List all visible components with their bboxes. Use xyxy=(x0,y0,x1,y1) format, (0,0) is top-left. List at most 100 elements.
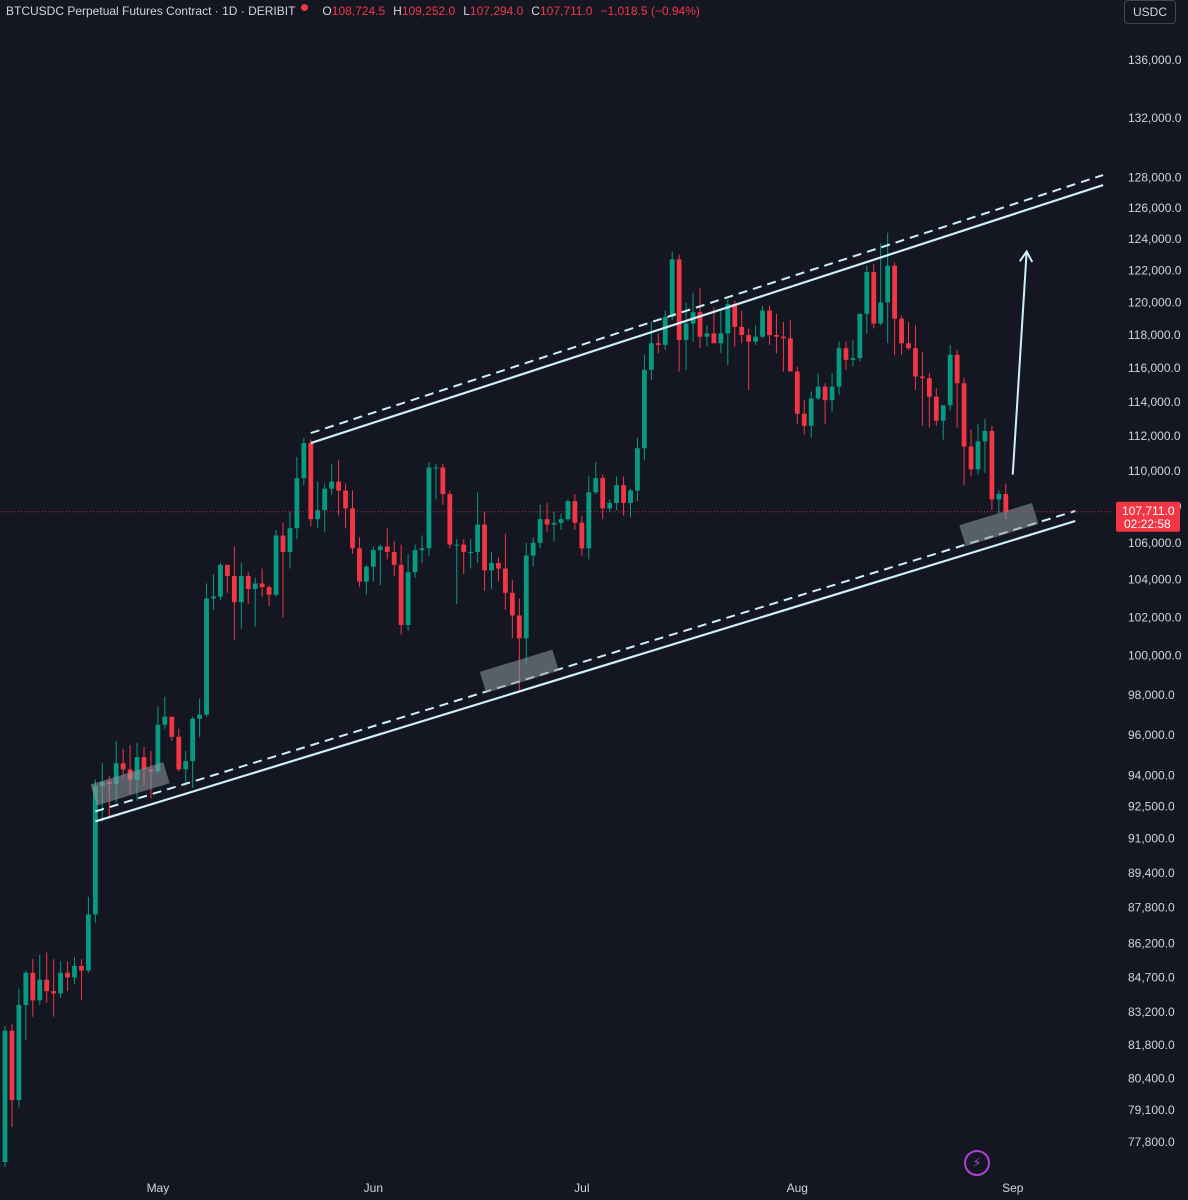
candle xyxy=(322,483,328,532)
time-axis-labels: May Jun Jul Aug Sep xyxy=(147,1181,1024,1195)
candle-body xyxy=(370,550,376,567)
time-tick-label: Sep xyxy=(1002,1181,1024,1195)
support-zone[interactable] xyxy=(90,762,170,806)
candle-body xyxy=(954,354,960,384)
candle xyxy=(336,460,341,516)
candle-body xyxy=(398,564,404,625)
candle xyxy=(65,961,70,992)
candle-body xyxy=(204,598,209,715)
currency-button[interactable]: USDC xyxy=(1123,0,1176,24)
candle-body xyxy=(774,335,779,337)
candle xyxy=(2,1026,8,1168)
candle xyxy=(308,439,314,527)
candle xyxy=(857,313,863,362)
candle xyxy=(600,474,606,520)
channel-annotations[interactable] xyxy=(90,174,1104,823)
candle xyxy=(683,302,689,370)
candle xyxy=(218,563,223,601)
candle-body xyxy=(551,522,557,525)
candle-body xyxy=(503,568,508,593)
candle-body xyxy=(419,548,425,551)
candle-body xyxy=(718,333,724,344)
candle-body xyxy=(523,555,529,639)
price-tick-label: 81,800.0 xyxy=(1128,1038,1175,1052)
price-tick-label: 77,800.0 xyxy=(1128,1135,1175,1149)
candle-body xyxy=(947,354,953,406)
price-tick-label: 116,000.0 xyxy=(1128,361,1181,375)
candle xyxy=(266,585,272,606)
price-tick-label: 136,000.0 xyxy=(1128,53,1182,67)
candle-body xyxy=(593,478,599,493)
candle-body xyxy=(711,333,717,344)
time-tick-label: Aug xyxy=(787,1181,808,1195)
candle-body xyxy=(781,336,786,339)
candle-body xyxy=(475,524,480,552)
candle xyxy=(412,544,418,578)
candle-body xyxy=(544,519,550,525)
candle xyxy=(398,544,404,635)
candle-body xyxy=(287,528,293,552)
candle-body xyxy=(162,716,168,725)
candle-body xyxy=(926,378,932,397)
candle xyxy=(746,328,752,390)
candle xyxy=(252,577,258,627)
lower-channel-line[interactable] xyxy=(95,519,1076,823)
upper-channel-line[interactable] xyxy=(310,183,1104,445)
candle-body xyxy=(176,736,182,770)
candle-body xyxy=(628,490,633,504)
candle xyxy=(9,1023,15,1128)
candle-body xyxy=(405,572,411,625)
candle xyxy=(357,537,362,588)
projection-arrow-head[interactable] xyxy=(1018,249,1034,263)
candle xyxy=(628,488,633,518)
candle-body xyxy=(940,405,946,421)
candle xyxy=(676,254,682,372)
candle xyxy=(774,313,779,354)
candle-body xyxy=(322,488,328,511)
candle-body xyxy=(704,333,710,337)
lower-channel-dashed-line[interactable] xyxy=(95,510,1076,813)
candle xyxy=(51,959,57,1017)
lightning-icon[interactable]: ⚡ xyxy=(964,1150,990,1176)
price-tick-label: 126,000.0 xyxy=(1128,201,1182,215)
candle-body xyxy=(996,494,1002,500)
price-tick-label: 132,000.0 xyxy=(1128,111,1182,125)
candle-body xyxy=(906,343,911,349)
price-tick-label: 120,000.0 xyxy=(1128,295,1182,309)
candle xyxy=(225,564,230,593)
candle xyxy=(370,546,376,582)
candle xyxy=(37,954,43,1006)
candle xyxy=(642,354,647,461)
change-value: −1,018.5 (−0.94%) xyxy=(600,4,700,18)
candle xyxy=(794,366,800,425)
upper-channel-dashed-line[interactable] xyxy=(310,174,1104,435)
candle xyxy=(169,716,175,741)
projection-arrow-shaft[interactable] xyxy=(1011,251,1028,475)
candle-body xyxy=(343,490,348,509)
candle-body xyxy=(732,304,738,327)
candle-body xyxy=(141,757,147,770)
price-tick-label: 89,400.0 xyxy=(1128,866,1175,880)
candle xyxy=(801,400,807,435)
candle-body xyxy=(30,972,36,1001)
candle xyxy=(197,698,202,737)
candle-body xyxy=(336,481,341,491)
candle xyxy=(183,750,189,786)
time-tick-label: Jul xyxy=(574,1181,589,1195)
candle-body xyxy=(808,398,814,426)
candle-body xyxy=(273,535,279,595)
candle-body xyxy=(648,343,654,370)
price-tick-label: 92,500.0 xyxy=(1128,800,1175,814)
candle-body xyxy=(642,369,647,449)
candle xyxy=(468,539,474,569)
symbol-title[interactable]: BTCUSDC Perpetual Futures Contract · 1D … xyxy=(6,4,296,18)
candle xyxy=(989,425,995,511)
candle xyxy=(364,564,369,595)
low-label: L xyxy=(463,4,470,18)
price-tick-label: 128,000.0 xyxy=(1128,170,1182,184)
candle-body xyxy=(225,564,230,576)
support-zone[interactable] xyxy=(479,649,559,693)
price-tick-label: 102,000.0 xyxy=(1128,610,1182,624)
support-zone[interactable] xyxy=(959,502,1039,547)
